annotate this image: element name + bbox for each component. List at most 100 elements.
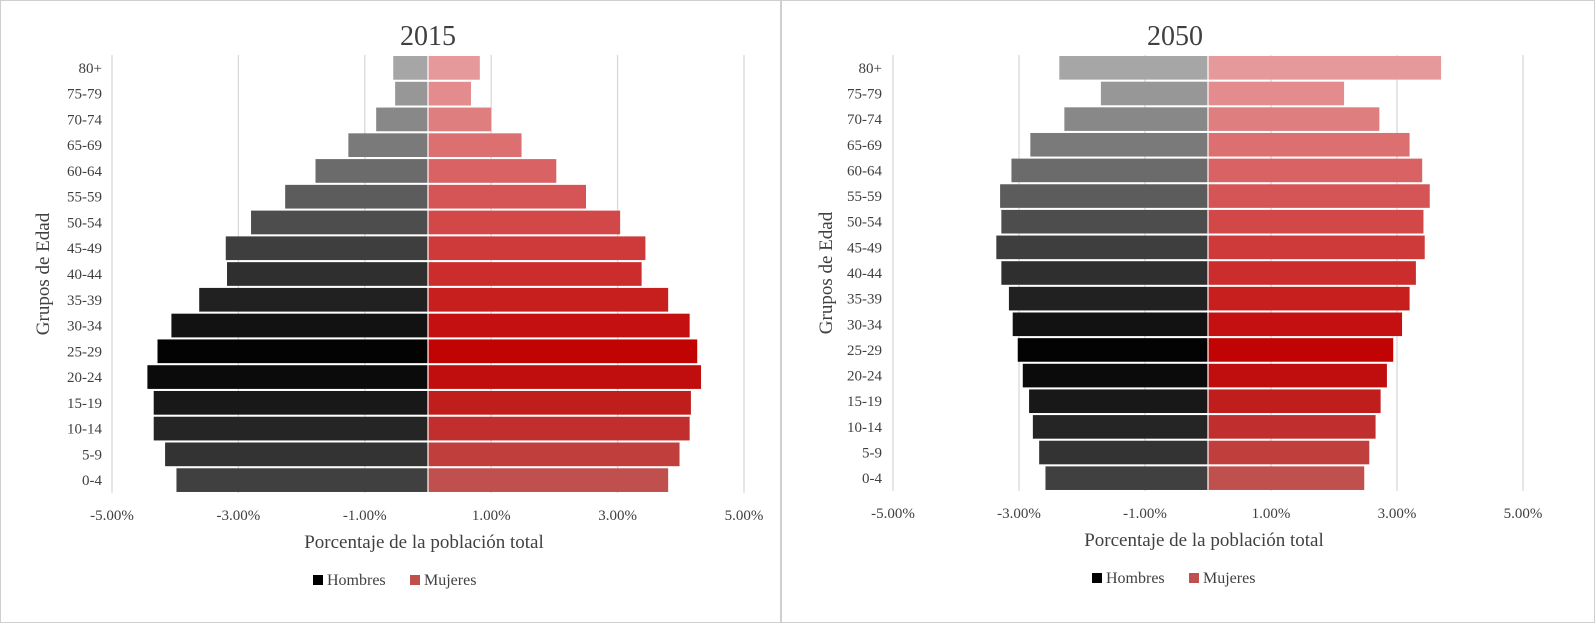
bar-mujeres-45-49 bbox=[1208, 235, 1425, 260]
bar-hombres-40-44 bbox=[1001, 261, 1208, 285]
x-tick-label: 5.00% bbox=[1504, 506, 1543, 522]
bar-mujeres-55-59 bbox=[428, 184, 586, 209]
bar-hombres-5-9 bbox=[1039, 440, 1208, 465]
x-tick-label: 3.00% bbox=[1378, 506, 1417, 522]
bar-mujeres-65-69 bbox=[1208, 132, 1410, 157]
bar-mujeres-45-49 bbox=[428, 236, 646, 261]
bar-mujeres-35-39 bbox=[428, 287, 669, 312]
y-tick-label: 80+ bbox=[79, 61, 102, 77]
y-tick-label: 35-39 bbox=[847, 292, 882, 308]
y-axis-label: Grupos de Edad bbox=[816, 211, 837, 334]
bar-hombres-75-79 bbox=[395, 81, 428, 106]
y-tick-label: 30-34 bbox=[847, 317, 882, 333]
chart-title: 2015 bbox=[400, 21, 456, 52]
y-axis-label: Grupos de Edad bbox=[33, 212, 54, 335]
y-tick-label: 65-69 bbox=[847, 138, 882, 154]
bar-hombres-65-69 bbox=[348, 133, 428, 158]
y-tick-label: 70-74 bbox=[67, 112, 102, 128]
pyramid-panel-2050: 2050 80+ 75-79 70-74 65-69 60-64 55-59 50-54 45-… bbox=[781, 0, 1595, 623]
bar-hombres-45-49 bbox=[996, 235, 1208, 260]
bar-hombres-10-14 bbox=[153, 416, 428, 441]
y-tick-label: 60-64 bbox=[847, 163, 882, 179]
x-axis-label: Porcentaje de la población total bbox=[1084, 530, 1324, 551]
x-tick-label: -1.00% bbox=[1123, 506, 1167, 522]
bar-hombres-55-59 bbox=[1000, 184, 1208, 208]
bar-mujeres-25-29 bbox=[428, 339, 698, 364]
pyramid-chart-2050: 2050 80+ 75-79 70-74 65-69 60-64 55-59 50-54 45-… bbox=[816, 21, 1543, 587]
bar-mujeres-20-24 bbox=[1208, 363, 1387, 388]
bar-mujeres-70-74 bbox=[1208, 107, 1380, 131]
pyramid-panel-2015: 2015 80+ 75-79 70-74 65-69 60-64 55-59 50-54 45-… bbox=[0, 0, 781, 623]
pyramid-chart-2015: 2015 80+ 75-79 70-74 65-69 60-64 55-59 50-54 45-… bbox=[33, 21, 764, 589]
x-tick-label: -5.00% bbox=[90, 508, 134, 524]
y-tick-label: 5-9 bbox=[82, 447, 102, 463]
bar-hombres-45-49 bbox=[225, 236, 428, 261]
y-tick-label: 65-69 bbox=[67, 138, 102, 154]
bar-hombres-25-29 bbox=[1017, 338, 1208, 362]
bar-hombres-30-34 bbox=[1012, 312, 1208, 337]
y-tick-label: 50-54 bbox=[67, 215, 102, 231]
y-tick-label: 0-4 bbox=[82, 473, 102, 489]
bar-hombres-50-54 bbox=[251, 210, 428, 235]
legend-label-mujeres: Mujeres bbox=[1203, 570, 1255, 587]
y-tick-label: 25-29 bbox=[847, 343, 882, 359]
y-tick-label: 15-19 bbox=[67, 396, 102, 412]
bar-hombres-20-24 bbox=[147, 365, 428, 389]
bar-mujeres-60-64 bbox=[1208, 158, 1423, 183]
bar-mujeres-20-24 bbox=[428, 365, 702, 389]
y-tick-label: 75-79 bbox=[847, 86, 882, 102]
bar-hombres-55-59 bbox=[285, 184, 428, 209]
bar-hombres-0-4 bbox=[176, 468, 428, 492]
bar-hombres-75-79 bbox=[1100, 81, 1208, 106]
y-tick-label: 55-59 bbox=[847, 189, 882, 205]
bar-mujeres-10-14 bbox=[1208, 415, 1376, 439]
bar-hombres-25-29 bbox=[157, 339, 428, 364]
bar-mujeres-80+ bbox=[1208, 56, 1442, 80]
y-tick-label: 30-34 bbox=[67, 319, 102, 335]
bar-hombres-70-74 bbox=[1064, 107, 1208, 131]
x-tick-label: -5.00% bbox=[871, 506, 915, 522]
x-tick-label: 1.00% bbox=[1252, 506, 1291, 522]
x-tick-label: 5.00% bbox=[725, 508, 764, 524]
y-tick-label: 55-59 bbox=[67, 190, 102, 206]
bar-hombres-60-64 bbox=[1011, 158, 1208, 183]
y-tick-label: 35-39 bbox=[67, 293, 102, 309]
y-tick-label: 0-4 bbox=[862, 471, 882, 487]
bar-hombres-5-9 bbox=[165, 442, 428, 467]
legend-swatch-hombres bbox=[313, 575, 323, 585]
bar-mujeres-15-19 bbox=[428, 390, 691, 415]
bar-hombres-50-54 bbox=[1001, 209, 1208, 234]
y-tick-label: 40-44 bbox=[847, 266, 882, 282]
bar-hombres-10-14 bbox=[1032, 415, 1208, 439]
bar-mujeres-50-54 bbox=[428, 210, 621, 235]
bar-mujeres-40-44 bbox=[428, 262, 642, 286]
y-tick-label: 50-54 bbox=[847, 215, 882, 231]
bar-mujeres-50-54 bbox=[1208, 209, 1424, 234]
bar-hombres-35-39 bbox=[1008, 286, 1208, 311]
bar-hombres-70-74 bbox=[376, 107, 428, 132]
bar-mujeres-25-29 bbox=[1208, 338, 1394, 362]
x-tick-label: -3.00% bbox=[997, 506, 1041, 522]
bar-mujeres-0-4 bbox=[428, 468, 669, 492]
bar-hombres-15-19 bbox=[153, 390, 428, 415]
y-tick-label: 20-24 bbox=[67, 370, 102, 386]
bar-mujeres-75-79 bbox=[1208, 81, 1345, 106]
legend-swatch-mujeres bbox=[410, 575, 420, 585]
y-tick-label: 5-9 bbox=[862, 446, 882, 462]
x-tick-label: 3.00% bbox=[598, 508, 637, 524]
bar-mujeres-5-9 bbox=[428, 442, 680, 467]
y-tick-label: 20-24 bbox=[847, 369, 882, 385]
y-tick-label: 15-19 bbox=[847, 394, 882, 410]
bar-hombres-40-44 bbox=[227, 262, 428, 286]
bar-hombres-60-64 bbox=[315, 159, 428, 183]
legend-swatch-mujeres bbox=[1189, 573, 1199, 583]
bar-hombres-15-19 bbox=[1029, 389, 1208, 414]
y-tick-label: 10-14 bbox=[67, 422, 102, 438]
bar-mujeres-80+ bbox=[428, 56, 480, 80]
x-tick-label: -1.00% bbox=[343, 508, 387, 524]
y-tick-label: 75-79 bbox=[67, 87, 102, 103]
bar-hombres-65-69 bbox=[1030, 132, 1208, 157]
y-tick-label: 25-29 bbox=[67, 344, 102, 360]
bar-mujeres-75-79 bbox=[428, 81, 471, 106]
y-tick-label: 80+ bbox=[859, 61, 882, 77]
